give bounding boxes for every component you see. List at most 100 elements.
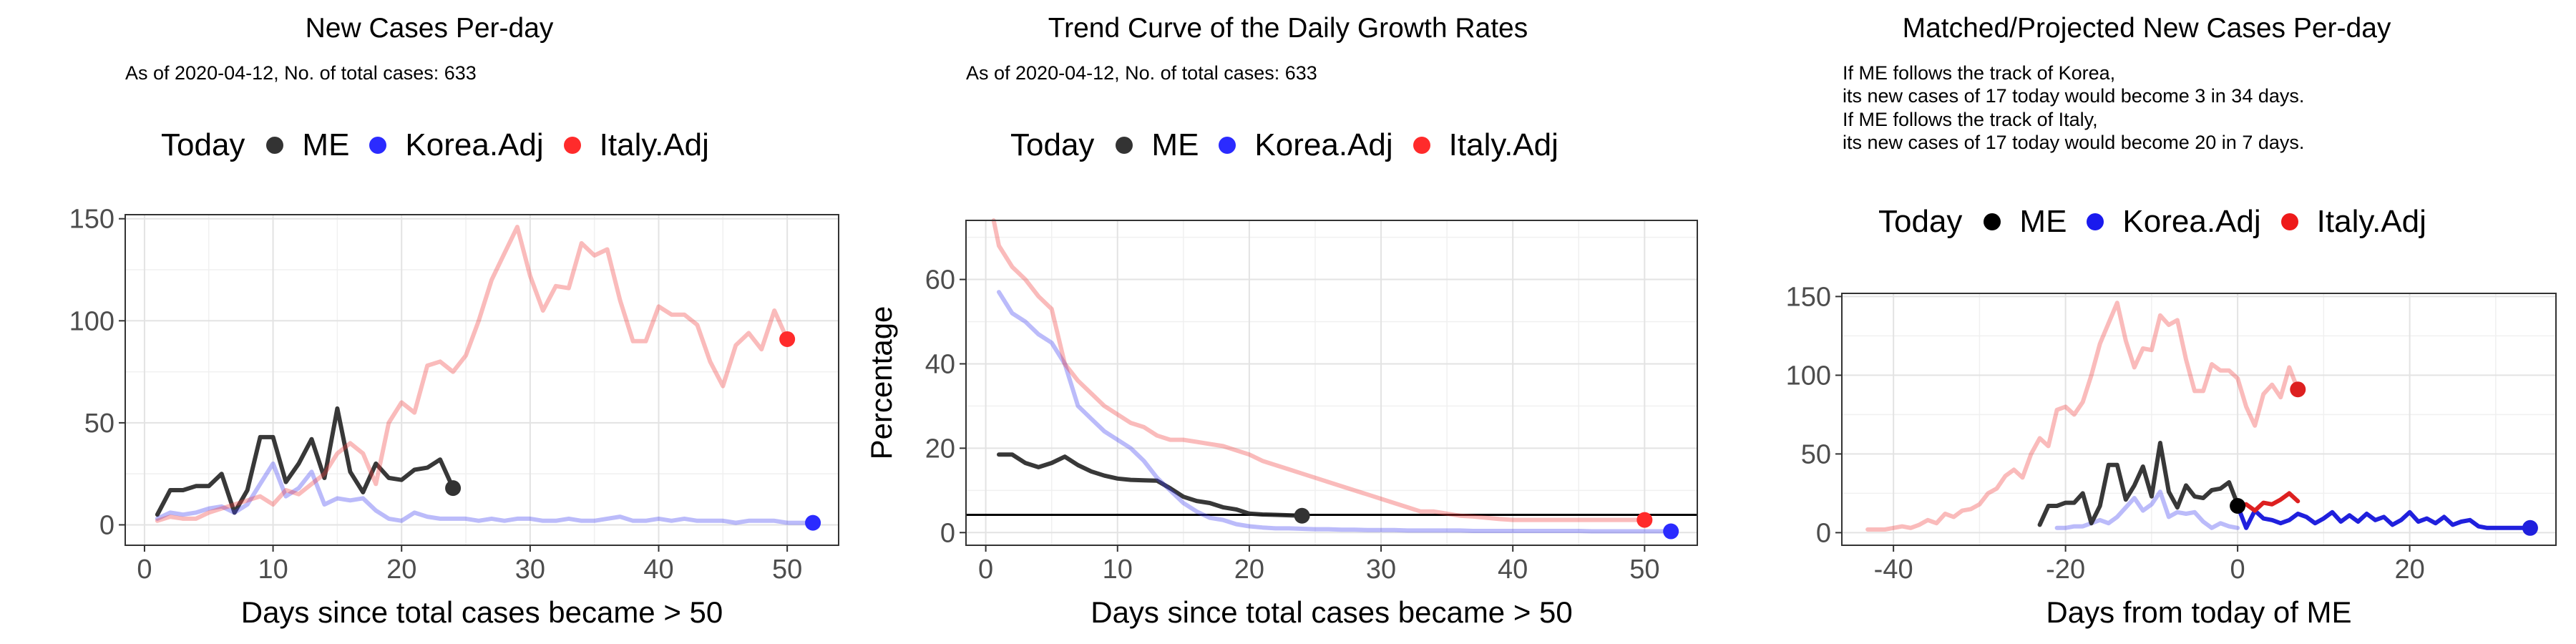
today-point-italy-adj [1636, 512, 1653, 528]
series-line-italy-adj [155, 225, 790, 523]
x-tick-label: 0 [2230, 555, 2245, 585]
legend-label-italy: Italy.Adj [2316, 204, 2426, 239]
chart-legend: Today ME Korea.Adj Italy.Adj [1010, 127, 1579, 163]
panel-growth-rates: Trend Curve of the Daily Growth Rates As… [859, 0, 1717, 644]
y-tick-label: 150 [1786, 282, 1831, 312]
y-tick-label: 60 [925, 265, 955, 296]
today-point-italy-adj [779, 331, 796, 347]
legend-item-italy: Italy.Adj [2280, 204, 2426, 240]
today-point-italy-adj [2290, 381, 2306, 398]
series-line-me [997, 452, 1304, 518]
y-tick-label: 50 [1801, 439, 1831, 469]
series-line-me [155, 406, 456, 517]
today-point-korea-adj [805, 514, 821, 531]
chart-subtitle: As of 2020-04-12, No. of total cases: 63… [966, 62, 1317, 84]
chart-title: Matched/Projected New Cases Per-day [1902, 13, 2391, 44]
legend-dot-korea [369, 137, 387, 154]
legend-dot-me [1116, 137, 1133, 154]
x-tick-label: 0 [137, 555, 152, 585]
series-line-korea-adj [2054, 489, 2240, 530]
legend-item-me: ME [1984, 204, 2067, 240]
y-tick-label: 100 [69, 306, 114, 336]
x-tick-label: 10 [258, 555, 288, 585]
legend-label-korea: Korea.Adj [2122, 204, 2261, 239]
y-tick-label: 40 [925, 349, 955, 379]
x-axis-label: Days since total cases became > 50 [1091, 595, 1573, 629]
legend-label-italy: Italy.Adj [599, 127, 709, 162]
x-tick-label: 40 [1498, 555, 1528, 585]
chart-matched-projected-plot: -40 -20 0 20 0 50 100 150 Days from today of ME [1786, 282, 2557, 629]
legend-item-me: ME [266, 127, 349, 163]
chart-title: New Cases Per-day [305, 13, 554, 44]
series-line-korea-adj-projected [2235, 504, 2532, 530]
legend-title: Today [1010, 127, 1095, 162]
x-tick-label: -40 [1874, 555, 1913, 585]
legend-label-me: ME [302, 127, 350, 162]
chart-title: Trend Curve of the Daily Growth Rates [1048, 13, 1528, 44]
x-axis-label: Days since total cases became > 50 [241, 595, 723, 629]
y-tick-label: 20 [925, 434, 955, 464]
legend-dot-italy [1413, 137, 1430, 154]
y-tick-label: 50 [84, 409, 114, 439]
chart-growth-rates-plot: 0 10 20 30 40 50 0 20 40 60 Days since total cases… [864, 218, 1698, 629]
legend-item-me: ME [1116, 127, 1199, 163]
legend-item-italy: Italy.Adj [563, 127, 709, 163]
today-point-korea-adj [1663, 523, 1679, 540]
y-tick-label: 0 [940, 518, 955, 548]
legend-label-italy: Italy.Adj [1448, 127, 1558, 162]
series-line-korea-adj [155, 461, 816, 525]
y-tick-label: 0 [99, 510, 114, 540]
legend-item-korea: Korea.Adj [2087, 204, 2261, 240]
plot-border [125, 214, 839, 546]
plot-border [965, 220, 1698, 546]
series-line-italy-adj [991, 218, 1647, 522]
series-line-korea-adj [997, 290, 1674, 534]
x-tick-label: 0 [978, 555, 993, 585]
y-tick-label: 100 [1786, 361, 1831, 391]
x-tick-label: 30 [1366, 555, 1396, 585]
legend-label-korea: Korea.Adj [405, 127, 544, 162]
panel-new-cases: New Cases Per-day As of 2020-04-12, No. … [0, 0, 859, 644]
legend-dot-italy [563, 137, 581, 154]
x-tick-label: 40 [643, 555, 673, 585]
legend-dot-me [266, 137, 284, 154]
legend-title: Today [1878, 204, 1963, 239]
x-tick-label: 10 [1103, 555, 1133, 585]
x-tick-label: 20 [1234, 555, 1264, 585]
chart-legend: Today ME Korea.Adj Italy.Adj [161, 127, 729, 163]
today-point-me [2230, 498, 2246, 514]
chart-subtitle: If ME follows the track of Korea, its ne… [1843, 62, 2305, 154]
legend-dot-me [1984, 213, 2001, 230]
x-tick-label: 20 [386, 555, 416, 585]
chart-subtitle: As of 2020-04-12, No. of total cases: 63… [125, 62, 477, 84]
legend-item-italy: Italy.Adj [1413, 127, 1558, 163]
x-tick-label: 30 [515, 555, 545, 585]
x-tick-label: -20 [2046, 555, 2085, 585]
series-line-italy-adj [1865, 301, 2301, 532]
x-tick-label: 20 [2394, 555, 2424, 585]
legend-item-korea: Korea.Adj [369, 127, 544, 163]
plot-border [1841, 293, 2557, 546]
legend-title: Today [161, 127, 245, 162]
x-tick-label: 50 [1629, 555, 1659, 585]
today-point-korea-adj [2522, 519, 2538, 536]
chart-legend: Today ME Korea.Adj Italy.Adj [1878, 204, 2446, 240]
legend-label-me: ME [2019, 204, 2067, 239]
legend-dot-korea [2087, 213, 2104, 230]
legend-label-korea: Korea.Adj [1254, 127, 1393, 162]
legend-label-me: ME [1151, 127, 1199, 162]
legend-item-korea: Korea.Adj [1219, 127, 1393, 163]
y-axis-label: Percentage [864, 306, 898, 460]
series-line-me [2037, 441, 2240, 527]
legend-dot-italy [2280, 213, 2298, 230]
y-tick-label: 150 [69, 205, 114, 235]
x-axis-label: Days from today of ME [2046, 595, 2351, 629]
today-point-me [445, 480, 462, 497]
chart-new-cases-plot: 0 10 20 30 40 50 0 50 100 150 Days since total cas… [69, 205, 839, 629]
series-line-italy-adj-projected [2235, 491, 2301, 513]
panel-matched-projected: Matched/Projected New Cases Per-day If M… [1717, 0, 2576, 644]
y-tick-label: 0 [1816, 518, 1831, 548]
today-point-me [1294, 507, 1310, 524]
x-tick-label: 50 [772, 555, 802, 585]
legend-dot-korea [1219, 137, 1236, 154]
